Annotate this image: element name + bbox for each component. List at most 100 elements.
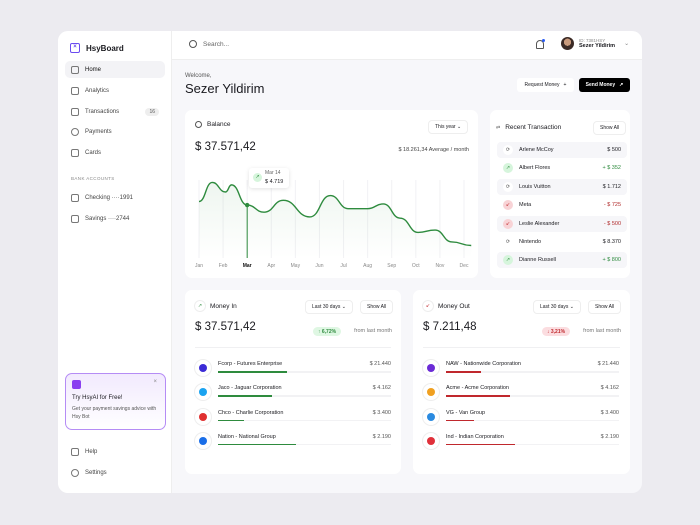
company-amount: $ 21.440 — [597, 361, 619, 367]
sidebar-item-home[interactable]: Home — [65, 61, 165, 78]
x-tick-label: Mar — [243, 263, 252, 269]
gear-icon — [71, 468, 79, 477]
arrow-up-right-icon: ↗ — [503, 163, 513, 174]
request-money-button[interactable]: Request Money + — [517, 78, 574, 92]
button-label: Send Money — [585, 82, 616, 88]
search-input[interactable]: Search... — [189, 40, 229, 48]
company-name: Jaco - Jaguar Corporation — [218, 385, 282, 392]
share-bar — [446, 371, 619, 373]
transaction-row[interactable]: ↙ Meta - $ 725 — [497, 197, 627, 213]
promo-card[interactable]: × Try HsyAI for Free! Get your payment s… — [65, 373, 166, 430]
company-amount: $ 2.190 — [372, 433, 391, 440]
bank-icon — [71, 214, 79, 223]
transactions-icon — [71, 107, 79, 116]
share-bar-fill — [446, 443, 516, 446]
share-bar — [218, 371, 391, 373]
source-row[interactable]: Ind - Indian Corporation $ 2.190 — [423, 432, 619, 453]
balance-line — [198, 181, 472, 247]
sidebar-item-savings[interactable]: Savings ····2744 — [65, 210, 165, 227]
show-all-button[interactable]: Show All — [588, 300, 622, 314]
change-value: 3,21% — [550, 328, 566, 335]
company-amount: $ 2.190 — [600, 433, 619, 440]
source-row[interactable]: NAW - Nationwide Corporation $ 21.440 — [423, 360, 619, 380]
company-name: Ind - Indian Corporation — [446, 433, 504, 440]
share-bar — [218, 419, 391, 422]
x-tick-label: May — [291, 263, 301, 269]
transaction-name: Meta — [519, 202, 532, 209]
top-bar: Search... ID: 7381HSY Sezer Yildirim ⌄ — [172, 31, 642, 60]
company-amount: $ 3.400 — [600, 409, 619, 416]
transaction-name: Dianne Russell — [519, 257, 556, 264]
balance-chart[interactable]: Jan Feb Mar Apr May Jun Jul Aug Sep Oct Nov Dec — [185, 110, 478, 278]
close-icon[interactable]: × — [153, 379, 157, 385]
x-tick-label: Oct — [412, 263, 420, 269]
refresh-icon: ⟳ — [503, 181, 513, 192]
section-label: BANK ACCOUNTS — [71, 176, 115, 181]
user-name: Sezer Yildirim — [579, 43, 616, 49]
chevron-down-icon: ⌄ — [624, 41, 630, 47]
x-tick-label: Dec — [460, 263, 469, 269]
source-row[interactable]: Fcorp - Futures Enterprise $ 21.440 — [195, 360, 391, 380]
arrow-down-left-icon: ↙ — [423, 301, 433, 311]
sidebar-item-transactions[interactable]: Transactions 16 — [65, 103, 165, 120]
search-placeholder: Search... — [203, 40, 230, 48]
balance-area — [199, 182, 472, 258]
source-row[interactable]: Acme - Acme Corporation $ 4.162 — [423, 384, 619, 404]
show-all-button[interactable]: Show All — [360, 300, 394, 314]
user-menu[interactable]: ID: 7381HSY Sezer Yildirim ⌄ — [561, 37, 629, 50]
card-title: Balance — [207, 121, 231, 128]
company-logo — [195, 432, 211, 449]
source-row[interactable]: Jaco - Jaguar Corporation $ 4.162 — [195, 384, 391, 404]
nav-label: Help — [85, 448, 98, 455]
sidebar-item-payments[interactable]: Payments — [65, 123, 165, 140]
transaction-name: Arlene McCoy — [519, 147, 554, 153]
x-tick-label: Sep — [387, 263, 396, 269]
share-bar — [218, 395, 391, 397]
sidebar-item-help[interactable]: Help — [65, 443, 165, 460]
source-row[interactable]: Chco - Charlie Corporation $ 3.400 — [195, 408, 391, 429]
share-bar-fill — [446, 371, 481, 373]
company-name: Acme - Acme Corporation — [446, 385, 509, 392]
logo-icon: × — [70, 43, 80, 53]
source-row[interactable]: VG - Van Group $ 3.400 — [423, 408, 619, 429]
nav-label: Cards — [85, 149, 102, 156]
total-amount: $ 37.571,42 — [195, 321, 256, 333]
period-select[interactable]: Last 30 days ⌄ — [305, 300, 353, 314]
sidebar-item-cards[interactable]: Cards — [65, 144, 165, 161]
source-row[interactable]: Nation - National Group $ 2.190 — [195, 432, 391, 453]
select-value: Last 30 days — [312, 304, 341, 310]
share-bar-fill — [218, 443, 296, 446]
x-tick-label: Jan — [195, 263, 203, 269]
x-tick-label: Nov — [435, 263, 444, 269]
app-window: × HsyBoard Home Analytics Transactions 16 … — [58, 31, 642, 493]
transaction-row[interactable]: ⟳ Nintendo $ 8.370 — [497, 234, 627, 250]
transaction-row[interactable]: ↗ Dianne Russell + $ 800 — [497, 252, 627, 269]
x-tick-label: Jun — [315, 263, 323, 269]
nav-label: Transactions — [85, 108, 120, 115]
page-title: Sezer Yildirim — [185, 81, 265, 96]
send-money-button[interactable]: Send Money ↗ — [579, 78, 630, 92]
avatar — [561, 37, 574, 50]
transaction-row[interactable]: ⟳ Arlene McCoy $ 500 — [497, 142, 627, 158]
arrow-up-right-icon: ↗ — [503, 255, 513, 266]
share-bar-fill — [218, 419, 244, 422]
transaction-row[interactable]: ↗ Albert Flores + $ 352 — [497, 160, 627, 176]
transaction-amount: + $ 352 — [602, 165, 621, 172]
change-value: 6,72% — [321, 328, 337, 335]
show-all-button[interactable]: Show All — [593, 121, 627, 135]
chevron-down-icon: ⌄ — [569, 304, 574, 310]
period-select[interactable]: This year ⌄ — [428, 120, 469, 134]
period-select[interactable]: Last 30 days ⌄ — [533, 300, 581, 314]
sidebar-item-analytics[interactable]: Analytics — [65, 82, 165, 99]
bell-icon[interactable] — [536, 39, 545, 49]
share-bar — [446, 395, 619, 397]
plus-icon: + — [563, 82, 567, 88]
transaction-row[interactable]: ⟳ Louis Vuitton $ 1.712 — [497, 178, 627, 195]
transaction-amount: - $ 500 — [603, 220, 621, 227]
transaction-row[interactable]: ↙ Leslie Alexander - $ 500 — [497, 215, 627, 232]
card-title: Recent Transaction — [505, 124, 562, 131]
logo[interactable]: × HsyBoard — [70, 43, 124, 53]
card-title: Money Out — [438, 302, 470, 310]
sidebar-item-checking[interactable]: Checking ····1991 — [65, 189, 165, 206]
sidebar-item-settings[interactable]: Settings — [65, 464, 165, 481]
